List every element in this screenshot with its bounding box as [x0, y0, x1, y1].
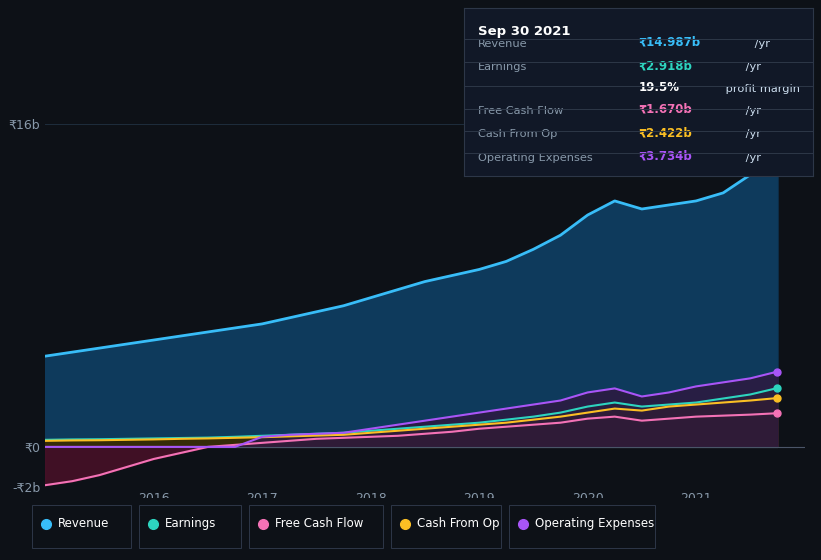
Text: 19.5%: 19.5%: [639, 81, 679, 94]
Text: /yr: /yr: [741, 62, 760, 72]
Text: ₹3.734b: ₹3.734b: [639, 150, 692, 163]
Text: /yr: /yr: [751, 39, 770, 49]
Text: Operating Expenses: Operating Expenses: [535, 517, 654, 530]
Text: Free Cash Flow: Free Cash Flow: [478, 106, 563, 116]
Text: Free Cash Flow: Free Cash Flow: [275, 517, 364, 530]
Text: profit margin: profit margin: [722, 84, 800, 94]
Text: /yr: /yr: [741, 153, 760, 163]
Text: ₹1.670b: ₹1.670b: [639, 103, 692, 116]
Text: ₹2.422b: ₹2.422b: [639, 127, 692, 139]
Text: ₹2.918b: ₹2.918b: [639, 59, 692, 72]
Text: Revenue: Revenue: [478, 39, 527, 49]
Text: Earnings: Earnings: [164, 517, 216, 530]
Text: Sep 30 2021: Sep 30 2021: [478, 25, 571, 38]
Text: /yr: /yr: [741, 106, 760, 116]
Text: Cash From Op: Cash From Op: [417, 517, 499, 530]
Text: /yr: /yr: [741, 129, 760, 139]
Text: Revenue: Revenue: [58, 517, 109, 530]
Text: ₹14.987b: ₹14.987b: [639, 36, 700, 49]
Text: Operating Expenses: Operating Expenses: [478, 153, 593, 163]
Text: Earnings: Earnings: [478, 62, 527, 72]
Text: Cash From Op: Cash From Op: [478, 129, 557, 139]
